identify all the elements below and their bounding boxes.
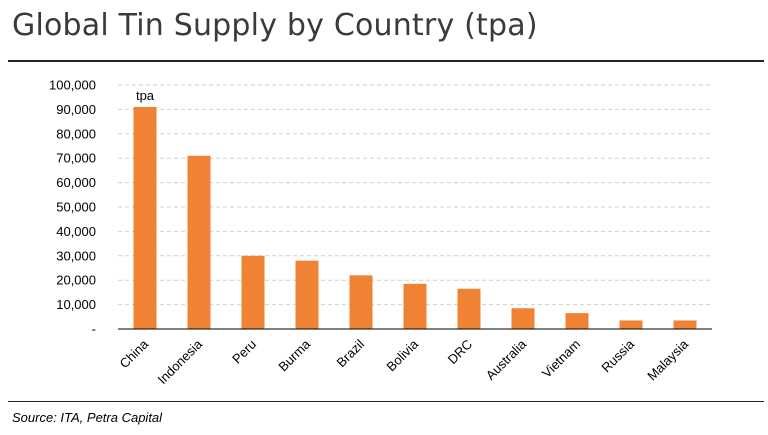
- title-divider: [8, 60, 764, 62]
- y-tick-label: 70,000: [56, 151, 96, 166]
- y-axis-ticks: - 10,000 20,000 30,000 40,000 50,000 60,000 70,…: [49, 78, 96, 337]
- x-tick-label: DRC: [445, 337, 476, 368]
- x-tick-label: Brazil: [334, 336, 368, 370]
- unit-label: tpa: [136, 88, 155, 103]
- y-tick-label: -: [92, 322, 96, 337]
- y-tick-label: 20,000: [56, 273, 96, 288]
- y-tick-label: 80,000: [56, 126, 96, 141]
- x-tick-label: Indonesia: [155, 336, 206, 387]
- bar-burma: [295, 260, 319, 329]
- bar-brazil: [349, 275, 373, 329]
- y-tick-label: 60,000: [56, 175, 96, 190]
- y-tick-label: 90,000: [56, 102, 96, 117]
- bar-peru: [241, 255, 265, 329]
- x-tick-label: China: [116, 336, 151, 371]
- y-tick-label: 10,000: [56, 297, 96, 312]
- bar-australia: [511, 308, 535, 329]
- bar-drc: [457, 288, 481, 329]
- grid-lines: [118, 84, 712, 306]
- bar-malaysia: [673, 320, 697, 329]
- source-note: Source: ITA, Petra Capital: [12, 410, 163, 425]
- y-tick-label: 50,000: [56, 200, 96, 215]
- bar-vietnam: [565, 313, 589, 329]
- bar-bolivia: [403, 283, 427, 329]
- y-tick-label: 40,000: [56, 224, 96, 239]
- x-tick-label: Russia: [598, 336, 637, 375]
- bar-china: [133, 106, 157, 330]
- x-tick-label: Burma: [275, 336, 313, 374]
- y-tick-label: 30,000: [56, 248, 96, 263]
- bar-russia: [619, 320, 643, 329]
- x-tick-label: Australia: [483, 336, 530, 383]
- bars: [133, 106, 697, 330]
- bar-indonesia: [187, 155, 211, 329]
- footer-divider: [8, 401, 764, 402]
- x-axis-labels: China Indonesia Peru Burma Brazil Bolivia DRC A…: [116, 336, 691, 387]
- y-tick-label: 100,000: [49, 78, 96, 93]
- x-tick-label: Malaysia: [644, 336, 691, 383]
- x-tick-label: Vietnam: [539, 337, 583, 381]
- x-tick-label: Peru: [229, 337, 259, 367]
- x-tick-label: Bolivia: [383, 336, 421, 374]
- bar-chart: - 10,000 20,000 30,000 40,000 50,000 60,000 70,…: [49, 78, 712, 387]
- chart-title: Global Tin Supply by Country (tpa): [12, 8, 538, 43]
